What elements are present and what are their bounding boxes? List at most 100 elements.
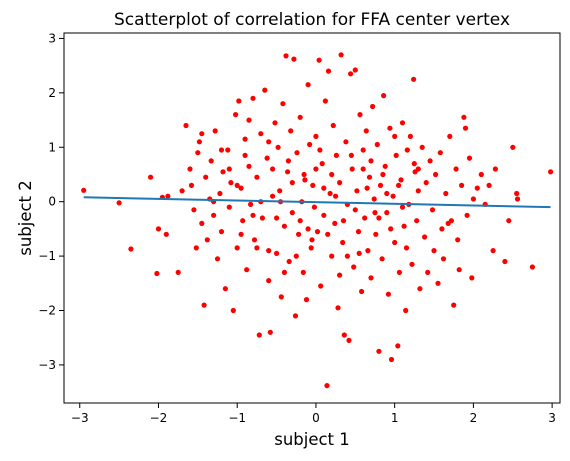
data-point [384,210,390,216]
data-point [362,215,368,221]
data-point [502,258,508,265]
x-tick-label: −3 [71,411,89,425]
data-point [301,171,307,178]
data-point [228,180,234,186]
data-point [440,256,447,262]
data-point [360,166,366,172]
data-point [548,169,554,175]
data-point [376,215,382,221]
x-axis-label: subject 1 [274,430,350,449]
data-point [293,253,299,259]
data-point [427,158,433,164]
data-point [322,98,328,104]
data-point [196,139,202,145]
y-tick-label: 2 [48,86,56,100]
data-point [201,302,207,308]
data-point [266,139,272,145]
data-point [478,171,484,178]
data-point [333,193,339,199]
x-tick-label: 3 [548,411,556,425]
data-point [212,128,218,134]
x-tick-label: 2 [470,411,478,425]
data-point [280,101,286,107]
data-point [244,267,250,273]
data-point [230,307,236,314]
data-point [514,196,521,202]
plot-area [81,52,554,389]
data-point [379,256,385,262]
data-point [305,82,311,88]
data-point [274,215,280,221]
data-point [267,329,273,335]
data-point [401,223,407,229]
data-point [288,128,294,134]
data-point [225,147,231,153]
data-point [246,163,252,169]
data-point [417,286,423,292]
axes-frame [63,32,561,404]
data-point [187,166,193,172]
data-point [302,177,308,183]
data-point [238,231,244,237]
data-point [399,120,406,126]
data-point [204,237,210,243]
data-point [251,237,258,243]
data-point [453,166,459,172]
data-point [283,53,289,59]
data-point [148,174,154,180]
data-point [344,253,350,259]
y-tick-label: −1 [38,249,56,263]
data-point [439,226,445,232]
data-point [193,245,199,251]
data-point [234,245,240,251]
data-point [461,114,467,120]
x-tick-label: −1 [228,411,246,425]
data-point [357,112,363,118]
data-point [259,215,265,221]
data-point [218,229,225,235]
data-point [360,147,366,153]
data-point [337,272,343,278]
data-point [396,182,402,188]
data-point [296,231,302,237]
data-point [470,196,476,202]
data-point [451,302,457,308]
data-point [348,152,354,158]
data-point [116,200,122,206]
data-point [409,261,415,267]
data-point [529,264,536,270]
data-point [218,147,225,153]
data-point [314,229,321,235]
data-point [305,226,311,232]
data-point [278,294,284,300]
data-point [355,229,362,235]
data-point [203,174,209,180]
data-point [392,133,398,139]
data-point [266,248,272,254]
data-point [233,112,239,118]
data-point [340,239,346,246]
data-point [226,166,232,172]
x-tick-label: −2 [150,411,168,425]
data-point [411,76,417,82]
data-point [490,248,496,254]
data-point [128,246,134,252]
data-point [292,313,299,319]
data-point [464,212,470,218]
data-point [318,283,324,289]
data-point [455,237,461,243]
data-point [374,141,380,148]
data-point [352,67,358,73]
data-point [154,270,160,277]
data-point [199,131,205,137]
data-point [285,158,291,164]
data-point [191,207,197,213]
data-point [330,122,336,129]
data-point [277,188,283,194]
data-point [291,56,297,62]
data-point [359,288,365,295]
data-point [431,248,437,254]
data-point [307,141,313,148]
data-point [319,161,325,167]
data-point [435,280,441,286]
